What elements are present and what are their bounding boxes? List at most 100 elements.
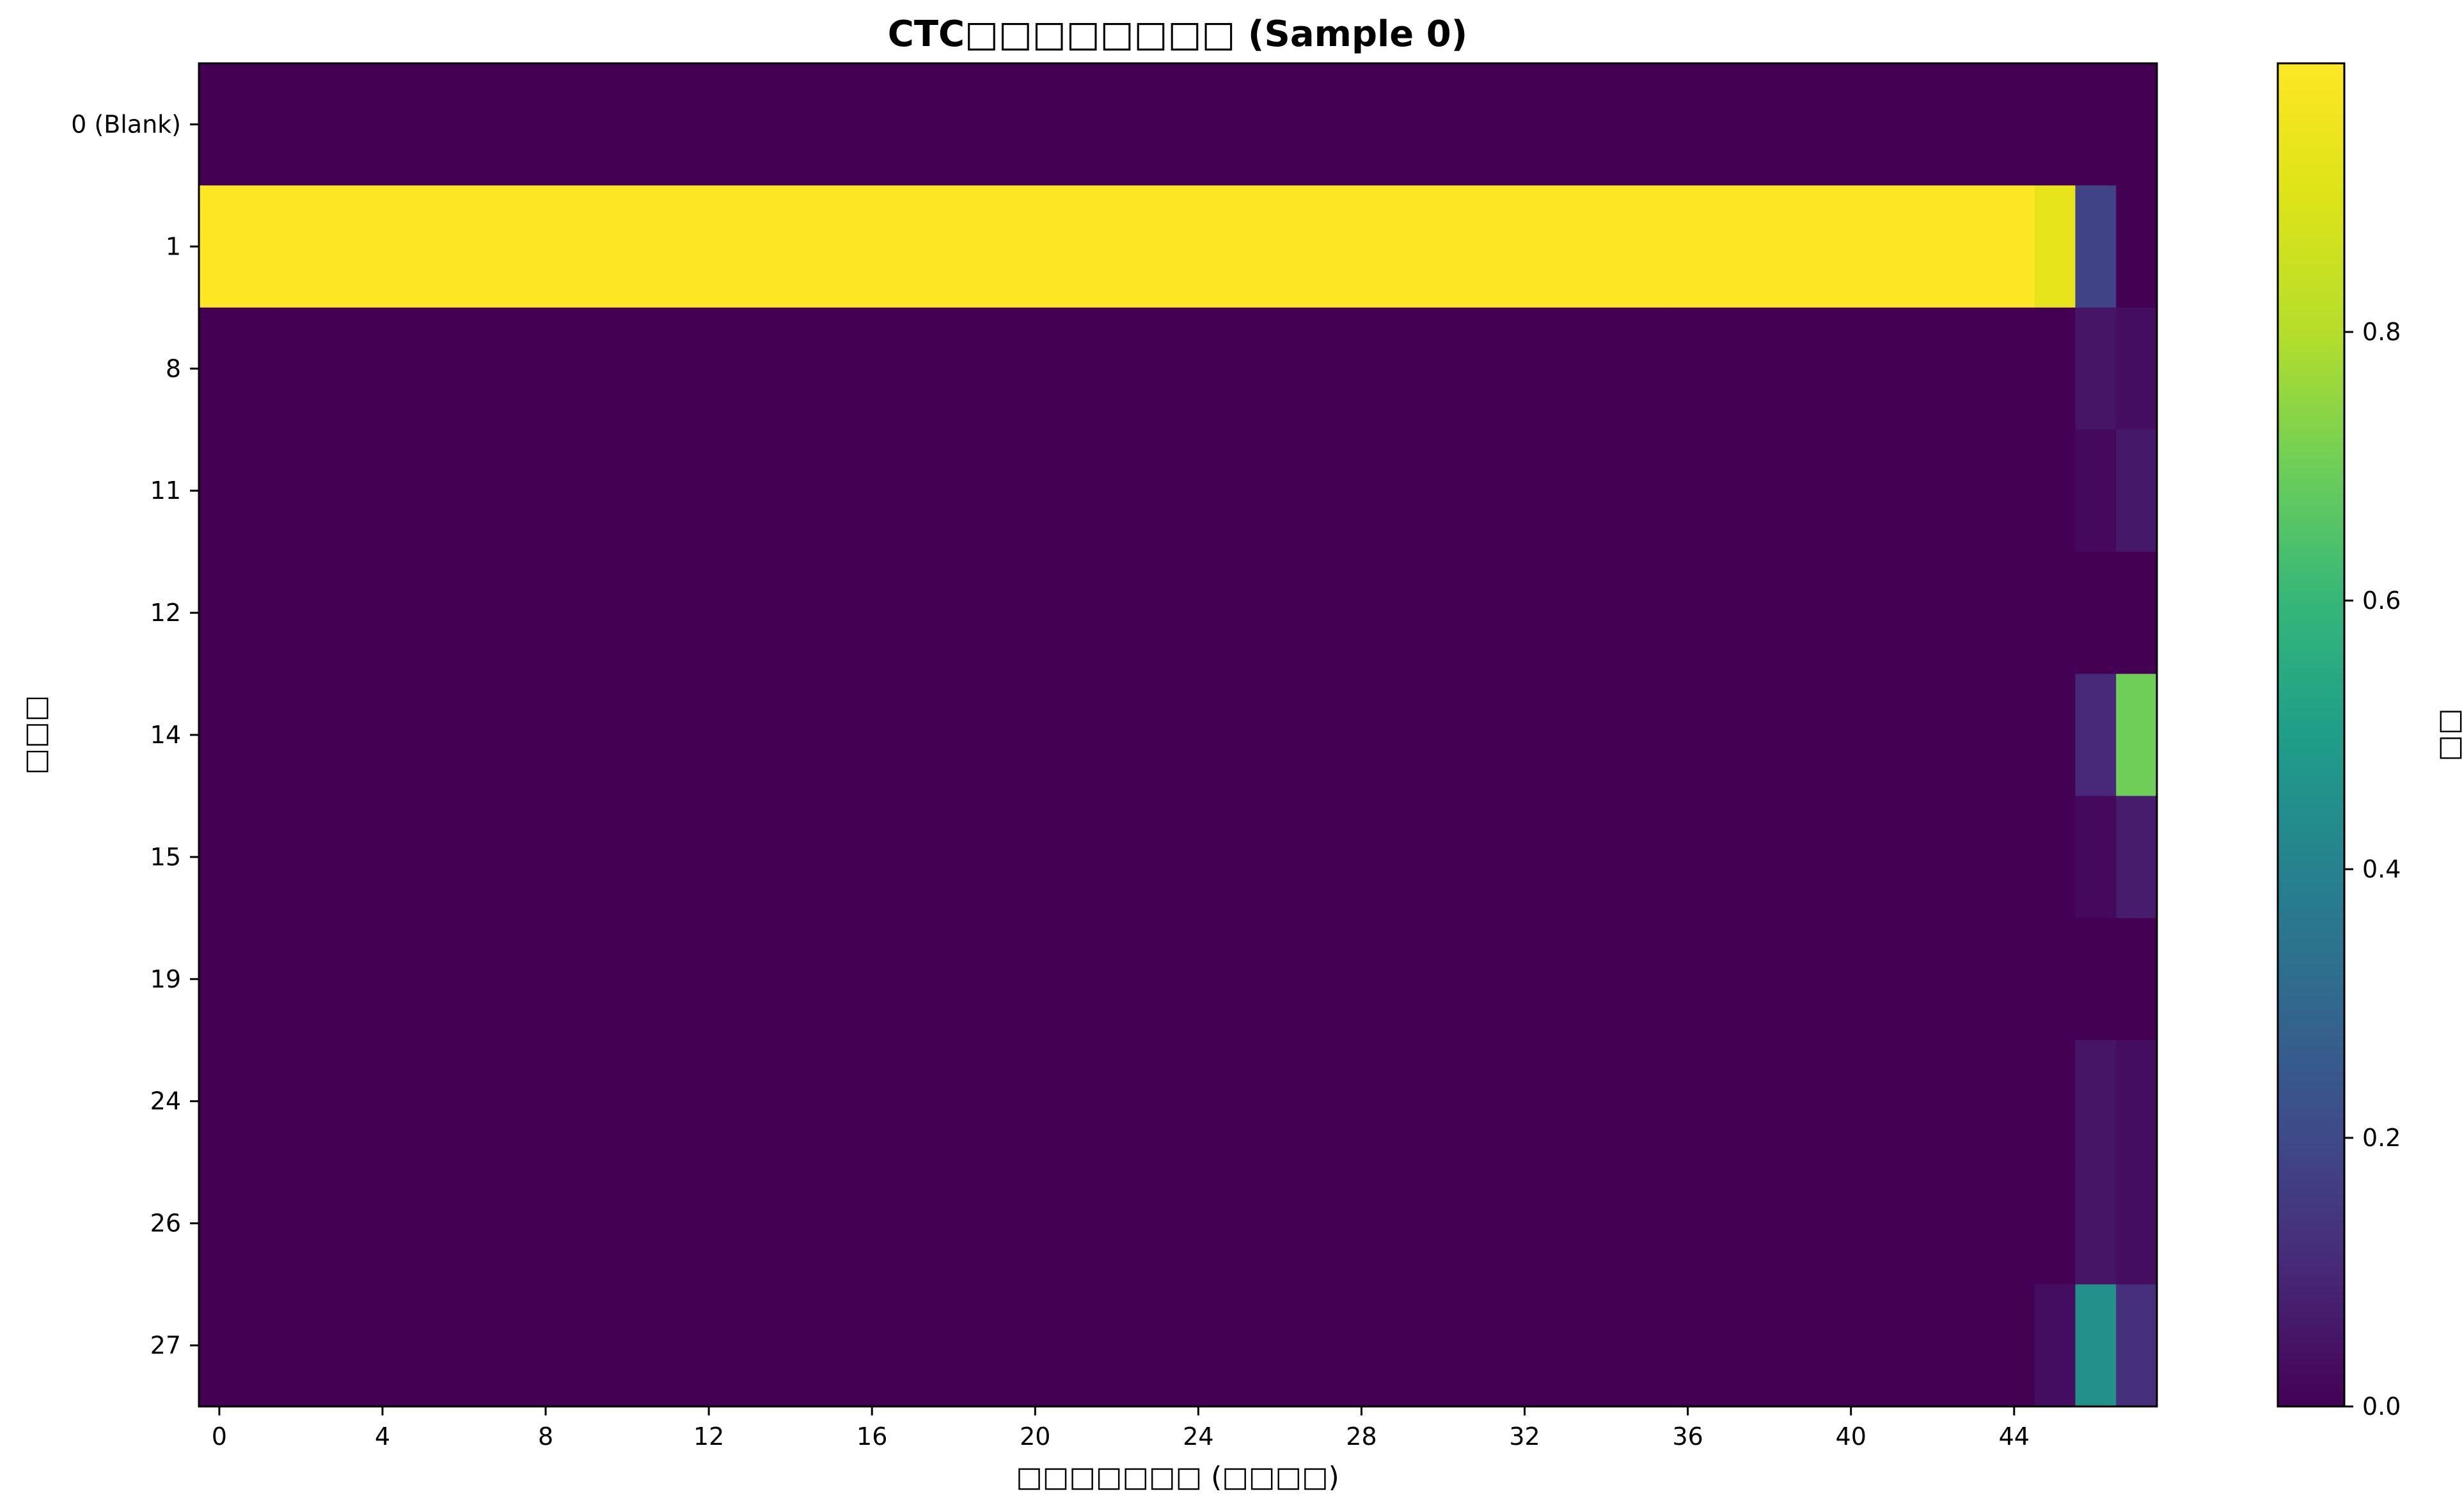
heatmap-cell — [1463, 551, 1505, 675]
heatmap-cell — [647, 796, 689, 918]
heatmap-cell — [239, 429, 281, 553]
heatmap-cell — [402, 429, 445, 553]
heatmap-cell — [729, 918, 771, 1041]
heatmap-cell — [199, 63, 241, 186]
heatmap-cell — [1708, 673, 1749, 797]
heatmap-cell — [321, 429, 363, 553]
x-tick-label: 32 — [1509, 1422, 1540, 1451]
heatmap-cell — [606, 429, 649, 553]
heatmap-cell — [484, 429, 526, 553]
heatmap-cell — [1708, 1284, 1749, 1407]
heatmap-cell — [851, 673, 893, 797]
heatmap-cell — [402, 1162, 445, 1285]
heatmap-cell — [2075, 63, 2117, 186]
heatmap-cell — [2034, 185, 2076, 308]
heatmap-cell — [1830, 796, 1872, 918]
heatmap-cell — [688, 1040, 730, 1163]
heatmap-cell — [810, 918, 852, 1041]
heatmap-cell — [1137, 673, 1179, 797]
heatmap-cell — [362, 551, 404, 675]
heatmap-cell — [769, 429, 812, 553]
heatmap-cell — [1871, 307, 1913, 430]
heatmap-cell — [362, 429, 404, 553]
heatmap-cell — [1423, 918, 1464, 1041]
heatmap-cell — [1014, 307, 1056, 430]
heatmap-cell — [1341, 185, 1382, 308]
heatmap-cell — [484, 1162, 526, 1285]
heatmap-cell — [1219, 307, 1260, 430]
heatmap-cell — [1708, 307, 1749, 430]
heatmap-cell — [688, 307, 730, 430]
heatmap-cell — [606, 307, 649, 430]
heatmap-cell — [1137, 1284, 1179, 1407]
heatmap-cell — [933, 63, 975, 186]
heatmap-cell — [1219, 673, 1260, 797]
heatmap-cell — [1178, 429, 1219, 553]
heatmap-cell — [1382, 1040, 1423, 1163]
heatmap-cell — [1993, 796, 2035, 918]
heatmap-cell — [2075, 429, 2117, 553]
heatmap-cell — [1014, 1040, 1056, 1163]
heatmap-cell — [729, 1284, 771, 1407]
heatmap-cell — [525, 1162, 567, 1285]
heatmap-cell — [1137, 551, 1179, 675]
heatmap-cell — [280, 307, 322, 430]
colorbar-tick-label: 0.2 — [2362, 1124, 2401, 1152]
heatmap-cell — [2116, 673, 2158, 797]
heatmap-cell — [606, 1284, 649, 1407]
heatmap-cell — [974, 796, 1016, 918]
heatmap-cell — [1912, 673, 1953, 797]
heatmap-cell — [1055, 673, 1097, 797]
heatmap-cell — [688, 551, 730, 675]
x-tick-label: 12 — [693, 1422, 724, 1451]
heatmap-cell — [688, 1284, 730, 1407]
heatmap-cell — [402, 918, 445, 1041]
heatmap-cell — [933, 1040, 975, 1163]
heatmap-cell — [1096, 796, 1138, 918]
heatmap-cell — [1871, 1040, 1913, 1163]
heatmap-cell — [280, 551, 322, 675]
y-tick-label: 11 — [150, 476, 181, 505]
heatmap-cell — [933, 918, 975, 1041]
heatmap-cell — [1137, 185, 1179, 308]
heatmap-cell — [974, 1162, 1016, 1285]
heatmap-cell — [1504, 796, 1546, 918]
heatmap-cell — [1912, 1040, 1953, 1163]
heatmap-cell — [688, 63, 730, 186]
heatmap-cell — [321, 1284, 363, 1407]
heatmap-cell — [851, 796, 893, 918]
heatmap-cell — [1953, 551, 1994, 675]
heatmap-cell — [1382, 1284, 1423, 1407]
heatmap-cell — [1790, 673, 1831, 797]
heatmap-cell — [1014, 918, 1056, 1041]
colorbar-tick-label: 0.0 — [2362, 1392, 2401, 1421]
heatmap-cell — [810, 185, 852, 308]
heatmap-cell — [1790, 63, 1831, 186]
heatmap-cell — [1423, 1284, 1464, 1407]
heatmap-cell — [443, 429, 485, 553]
heatmap-cell — [1830, 429, 1872, 553]
heatmap-cell — [321, 918, 363, 1041]
heatmap-cell — [851, 429, 893, 553]
heatmap-cell — [1341, 673, 1382, 797]
heatmap-cell — [1830, 185, 1872, 308]
x-tick-label: 0 — [212, 1422, 227, 1451]
heatmap-cell — [1137, 429, 1179, 553]
heatmap-cell — [1341, 1284, 1382, 1407]
heatmap-cell — [769, 63, 812, 186]
heatmap-cell — [851, 1040, 893, 1163]
heatmap-cell — [402, 1040, 445, 1163]
heatmap-cell — [199, 551, 241, 675]
heatmap-cell — [525, 63, 567, 186]
heatmap-cell — [1912, 1284, 1953, 1407]
x-tick-label: 40 — [1836, 1422, 1866, 1451]
heatmap-cell — [1790, 1284, 1831, 1407]
heatmap-cell — [1871, 1284, 1913, 1407]
heatmap-cell — [1300, 307, 1342, 430]
heatmap-cell — [1055, 1284, 1097, 1407]
heatmap-cell — [362, 1162, 404, 1285]
heatmap-cell — [1463, 185, 1505, 308]
heatmap-cell — [321, 1040, 363, 1163]
heatmap-cell — [1463, 429, 1505, 553]
heatmap-cell — [1504, 429, 1546, 553]
